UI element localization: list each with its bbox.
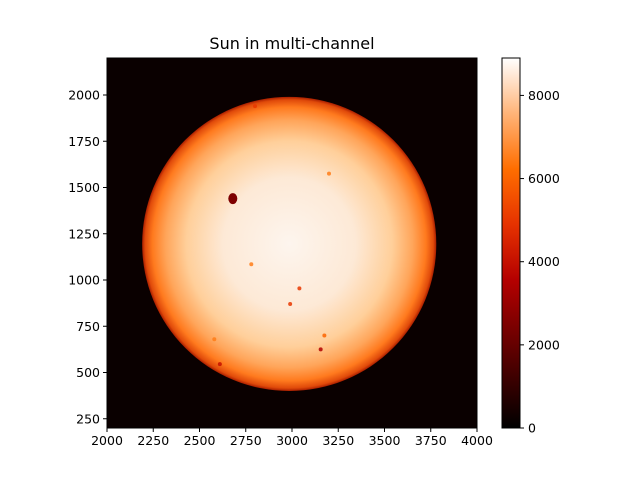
colorbar-tick-label: 0 <box>528 421 536 436</box>
x-tick-label: 2500 <box>184 433 216 448</box>
solar-disk <box>142 96 437 391</box>
image-layer <box>142 96 437 391</box>
sunspot-3 <box>288 302 293 307</box>
x-tick-label: 2250 <box>137 433 169 448</box>
colorbar-axis: 0 2000 4000 6000 8000 <box>520 88 560 436</box>
sunspot-10 <box>212 337 217 342</box>
sunspot-9 <box>253 104 257 109</box>
plot-area <box>106 57 478 429</box>
y-tick-label: 500 <box>76 365 100 380</box>
sunspot-7 <box>217 362 222 367</box>
colorbar-tick-label: 2000 <box>528 337 560 352</box>
sunspot-4 <box>249 262 254 267</box>
y-axis: 250 500 750 1000 1250 1500 1750 2000 <box>68 88 107 426</box>
colorbar-tick-label: 8000 <box>528 88 560 103</box>
sunspot-5 <box>318 347 323 352</box>
y-tick-label: 1500 <box>68 180 100 195</box>
x-tick-label: 4000 <box>461 433 493 448</box>
x-tick-label: 3250 <box>322 433 354 448</box>
y-tick-label: 250 <box>76 411 100 426</box>
chart-title: Sun in multi-channel <box>209 34 374 53</box>
y-tick-label: 1000 <box>68 273 100 288</box>
x-tick-label: 3750 <box>415 433 447 448</box>
y-tick-label: 1250 <box>68 226 100 241</box>
x-tick-label: 2750 <box>230 433 262 448</box>
colorbar: 0 2000 4000 6000 8000 <box>501 57 560 436</box>
sunspot-6 <box>322 333 327 338</box>
y-tick-label: 1750 <box>68 134 100 149</box>
x-axis: 2000 2250 2500 2750 3000 3250 3500 3750 4000 <box>91 428 493 448</box>
y-tick-label: 2000 <box>68 88 100 103</box>
colorbar-frame <box>501 57 521 429</box>
sunspot-8 <box>327 171 331 176</box>
y-tick-label: 750 <box>76 319 100 334</box>
colorbar-tick-label: 4000 <box>528 254 560 269</box>
x-tick-label: 3500 <box>369 433 401 448</box>
colorbar-fill <box>502 58 520 428</box>
x-tick-label: 2000 <box>91 433 123 448</box>
sunspot-2 <box>297 286 302 291</box>
x-tick-label: 3000 <box>276 433 308 448</box>
colorbar-tick-label: 6000 <box>528 171 560 186</box>
sunspot-1 <box>228 193 238 205</box>
